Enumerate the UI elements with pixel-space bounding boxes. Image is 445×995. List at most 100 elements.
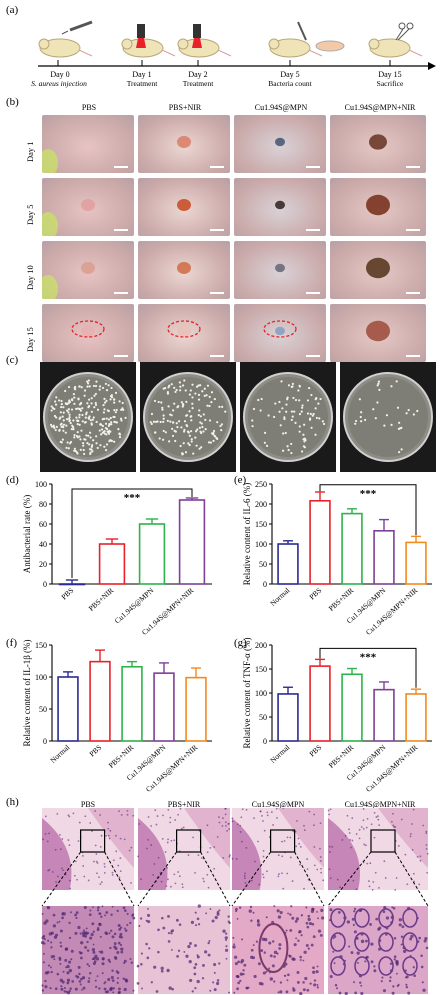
x-tick-label: PBS <box>59 586 75 602</box>
mouse-photo <box>42 241 134 299</box>
y-tick-label: 60 <box>39 520 47 529</box>
panel-label-g: (g) <box>234 637 247 649</box>
petri-dish <box>240 362 336 472</box>
zoom-box <box>176 829 202 853</box>
y-axis-label: Relative content of IL-6 (%) <box>242 483 252 585</box>
y-tick-label: 0 <box>43 580 47 589</box>
bar <box>373 688 395 742</box>
timeline-day: Day 1 <box>132 70 152 79</box>
y-tick-label: 150 <box>255 520 267 529</box>
mouse-photo <box>330 178 426 236</box>
y-tick-label: 0 <box>263 737 267 746</box>
mouse-icon-5 <box>368 38 423 58</box>
y-tick-label: 200 <box>255 500 267 509</box>
mouse-photo <box>234 178 326 236</box>
mouse-photo <box>234 241 326 299</box>
bar <box>277 693 299 742</box>
mouse-photo <box>138 115 230 173</box>
mouse-photo <box>42 115 134 173</box>
y-tick-label: 80 <box>39 500 47 509</box>
y-tick-label: 50 <box>259 560 267 569</box>
y-tick-label: 100 <box>255 540 267 549</box>
histology-highmag <box>138 906 230 994</box>
panel-label-f: (f) <box>6 637 17 649</box>
syringe-icon <box>61 20 93 35</box>
petri-dish <box>40 362 136 472</box>
laser-icon-2 <box>192 24 202 48</box>
timeline-event-label: S. aureus injection <box>31 79 87 88</box>
y-tick-label: 100 <box>255 689 267 698</box>
bar <box>405 693 427 742</box>
histology-column <box>136 808 231 994</box>
mouse-photo <box>138 304 230 362</box>
x-tick-label: Cu1.94S@MPN <box>113 585 156 625</box>
timeline-labels: Day 0 S. aureus injection Day 1 Treatmen… <box>0 70 445 96</box>
histology-column <box>327 808 429 995</box>
zoom-box <box>79 829 106 853</box>
significance-label: *** <box>124 492 141 504</box>
x-tick-label: PBS <box>87 743 103 759</box>
timeline-day: Day 0 <box>50 70 70 79</box>
x-tick-label: PBS <box>307 743 323 759</box>
mouse-photo <box>330 115 426 173</box>
x-tick-label: Normal <box>268 743 291 765</box>
bar <box>309 665 331 742</box>
y-tick-label: 50 <box>259 713 267 722</box>
mouse-photo <box>42 178 134 236</box>
mouse-photo <box>138 178 230 236</box>
bar <box>178 499 206 585</box>
zoom-box <box>270 829 296 853</box>
timeline-day: Day 2 <box>188 70 208 79</box>
histology-title-cus-mpn-nir: Cu1.94S@MPN+NIR <box>344 800 416 809</box>
petri-dish <box>340 362 436 472</box>
bar <box>341 512 363 585</box>
timeline-event-label: Treatment <box>182 79 214 88</box>
bar <box>58 583 86 586</box>
x-tick-label: Normal <box>48 743 71 765</box>
y-tick-label: 150 <box>35 641 47 650</box>
bar <box>89 660 111 742</box>
mouse-photo <box>330 241 426 299</box>
mouse-photo <box>138 241 230 299</box>
histology-title-cus-mpn: Cu1.94S@MPN <box>251 800 305 809</box>
timeline-day: Day 15 <box>378 70 402 79</box>
petri-dish <box>140 362 236 472</box>
bar <box>309 499 331 585</box>
timeline-diagram <box>38 20 436 70</box>
bar <box>405 541 427 585</box>
column-title-cus-mpn-nir: Cu1.94S@MPN+NIR <box>344 103 416 112</box>
mouse-photo-grid <box>0 0 445 362</box>
panel-label-h: (h) <box>6 796 19 808</box>
x-tick-label: PBS+NIR <box>107 743 136 770</box>
bar <box>57 676 79 742</box>
histology-title-pbs: PBS <box>80 800 96 809</box>
significance-bracket <box>71 488 193 578</box>
bar <box>277 543 299 585</box>
x-tick-label: PBS+NIR <box>87 586 116 613</box>
bar <box>341 673 363 742</box>
significance-bracket <box>319 484 417 536</box>
timeline-event-label: Sacrifice <box>376 79 404 88</box>
timeline-event-label: Bacteria count <box>268 79 312 88</box>
mouse-photo <box>234 304 326 362</box>
x-tick-label: PBS <box>307 586 323 602</box>
bar <box>98 543 126 585</box>
y-axis-label: Antibacterial rate (%) <box>22 495 32 573</box>
panel-label-b: (b) <box>6 96 19 108</box>
bar <box>185 676 207 742</box>
y-tick-label: 100 <box>35 480 47 489</box>
mouse-photo <box>234 115 326 173</box>
y-axis-label: Relative content of IL-1β (%) <box>22 639 32 746</box>
y-tick-label: 50 <box>39 705 47 714</box>
significance-label: *** <box>360 488 377 500</box>
significance-label: *** <box>360 651 377 663</box>
y-tick-label: 0 <box>263 580 267 589</box>
y-tick-label: 0 <box>43 737 47 746</box>
laser-icon-1 <box>136 24 146 48</box>
mouse-icon-4 <box>268 38 323 58</box>
y-tick-label: 20 <box>39 560 47 569</box>
panel-label-c: (c) <box>6 354 19 366</box>
panel-label-e: (e) <box>234 474 247 486</box>
